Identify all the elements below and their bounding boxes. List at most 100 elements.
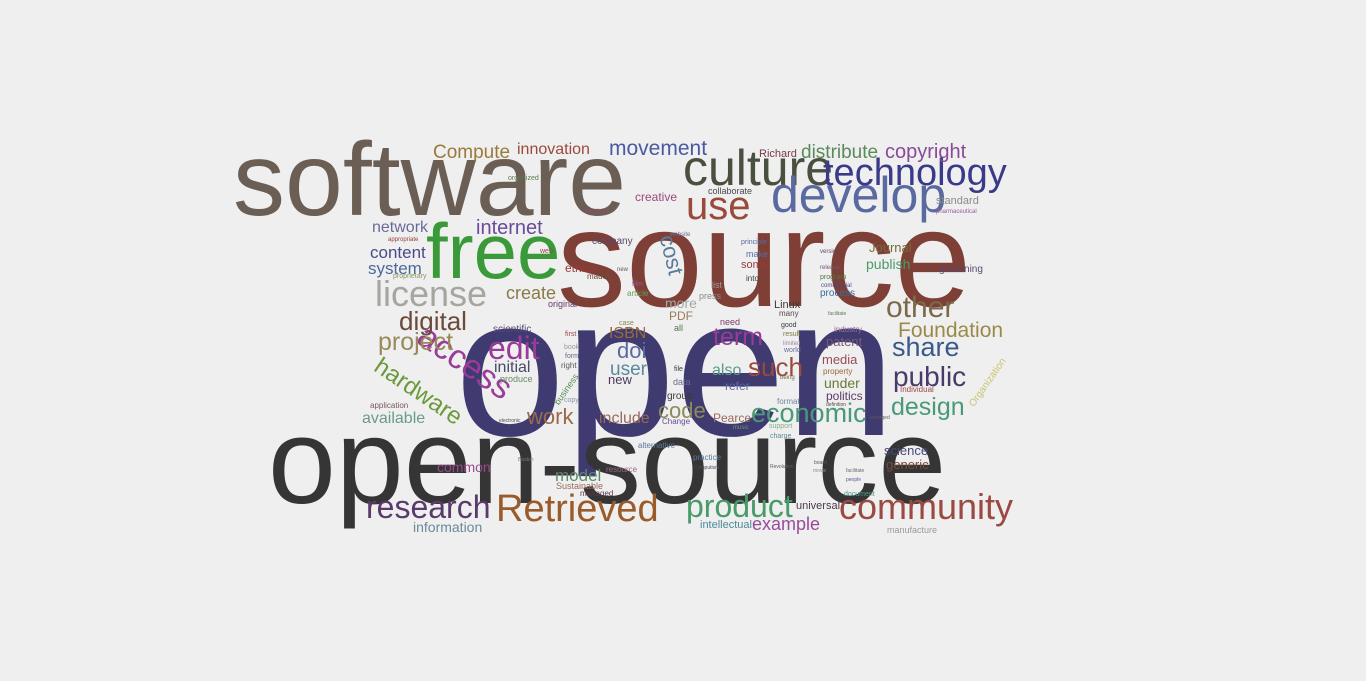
word-foundation: Foundation: [898, 319, 1004, 342]
word-result: result: [783, 331, 801, 338]
word-richard: Richard: [759, 148, 797, 160]
word-all: all: [674, 323, 684, 333]
word-content: content: [370, 243, 426, 262]
word-many: many: [779, 309, 799, 318]
word-data: data: [673, 377, 691, 387]
word-alternative: alternative: [638, 441, 675, 450]
word-refer: refer: [725, 379, 750, 393]
word-first: first: [565, 331, 577, 338]
word-open-source: open-source: [268, 393, 947, 529]
word-initial: initial: [494, 359, 531, 376]
word-distribute: distribute: [801, 142, 879, 163]
word-include: include: [599, 410, 650, 427]
word-software: software: [233, 122, 627, 238]
word-release: release: [820, 265, 840, 271]
word-example: example: [752, 514, 821, 534]
word-website: website: [670, 232, 691, 238]
word-support: support: [769, 423, 793, 430]
word-version: version: [820, 249, 840, 255]
word-research: research: [366, 489, 491, 525]
word-free: free: [426, 207, 561, 295]
word-code: code: [658, 398, 706, 423]
word-product: product: [686, 488, 793, 524]
word-journal: Journal: [869, 240, 912, 255]
word-organization: Organization: [967, 356, 1009, 410]
word-ethics: ethics: [565, 261, 597, 275]
word-program: program: [820, 274, 847, 281]
word-retrieved: Retrieved: [496, 488, 659, 530]
word-movement: movement: [609, 137, 708, 160]
word-culture: culture: [683, 140, 834, 196]
word-term: term: [713, 323, 763, 351]
word-science: science: [884, 443, 929, 458]
word-linux: Linux: [774, 299, 801, 311]
word-pearce: Pearce: [713, 411, 752, 425]
word-isbn: ISBN: [609, 325, 647, 342]
word-community: community: [839, 486, 1014, 527]
word-need: need: [720, 317, 741, 327]
word-universal: universal: [796, 500, 841, 512]
word-individual: Individual: [900, 385, 934, 394]
word-form: form: [565, 353, 579, 360]
word-some: some: [741, 259, 768, 271]
word-model: model: [555, 466, 602, 485]
word-available: available: [362, 410, 426, 427]
word-project: project: [378, 328, 454, 356]
word-new: new: [608, 372, 632, 387]
word-article: article: [627, 289, 649, 298]
word-also: also: [712, 362, 742, 379]
word-movie: movie: [813, 468, 827, 474]
word-application: application: [370, 401, 409, 410]
word-license: license: [375, 273, 488, 314]
word-pdf: PDF: [669, 309, 693, 323]
word-edit: edit: [488, 330, 540, 366]
word-work: work: [527, 404, 574, 429]
word-original: original: [548, 299, 578, 309]
word-develop: develop: [771, 167, 947, 223]
word-practice: practice: [693, 453, 722, 462]
word-innovation: innovation: [517, 141, 590, 158]
word-film: film: [632, 281, 643, 288]
word-charge: charge: [770, 433, 792, 440]
word-change: Change: [662, 417, 691, 426]
word-emerged: emerged: [870, 415, 890, 421]
word-case: case: [619, 320, 634, 327]
word-design: design: [891, 393, 965, 421]
word-scientific: scientific: [493, 324, 532, 335]
word-doi: doi: [617, 338, 647, 363]
word-produce: produce: [500, 374, 533, 384]
word-make: make: [746, 249, 769, 259]
word-digital: digital: [399, 306, 467, 336]
word-use: use: [686, 184, 751, 228]
word-share: share: [892, 332, 960, 362]
word-appropriate: appropriate: [388, 237, 419, 243]
word-technology: technology: [823, 152, 1007, 194]
word-electronic: electronic: [499, 418, 521, 424]
word-facilitate: facilitate: [846, 468, 865, 474]
word-company: company: [592, 236, 633, 247]
word-public: public: [893, 361, 967, 392]
word-patent: patent: [826, 334, 863, 349]
word-board: board: [814, 460, 827, 466]
word-boston: Boston: [518, 457, 534, 463]
word-made: made: [587, 272, 608, 281]
word-format: format: [777, 397, 800, 406]
word-copy: copy: [564, 397, 579, 404]
word-economic: economic: [751, 398, 867, 428]
word-music: music: [733, 425, 749, 431]
word-industry: industry: [834, 325, 863, 334]
word-publish: publish: [866, 256, 911, 272]
word-under: under: [824, 375, 860, 391]
word-information: information: [413, 519, 483, 535]
word-standard: standard: [936, 195, 979, 207]
word-definition: definition: [826, 402, 847, 408]
word-open: open: [455, 256, 896, 477]
word-web: web: [540, 248, 553, 255]
word-governing: governing: [939, 264, 983, 275]
word-limited: limited: [783, 341, 801, 347]
word-process: process: [820, 288, 856, 299]
word-internet: internet: [476, 217, 543, 239]
word-people: people: [846, 477, 862, 483]
word-facilitate: facilitate: [828, 311, 847, 317]
